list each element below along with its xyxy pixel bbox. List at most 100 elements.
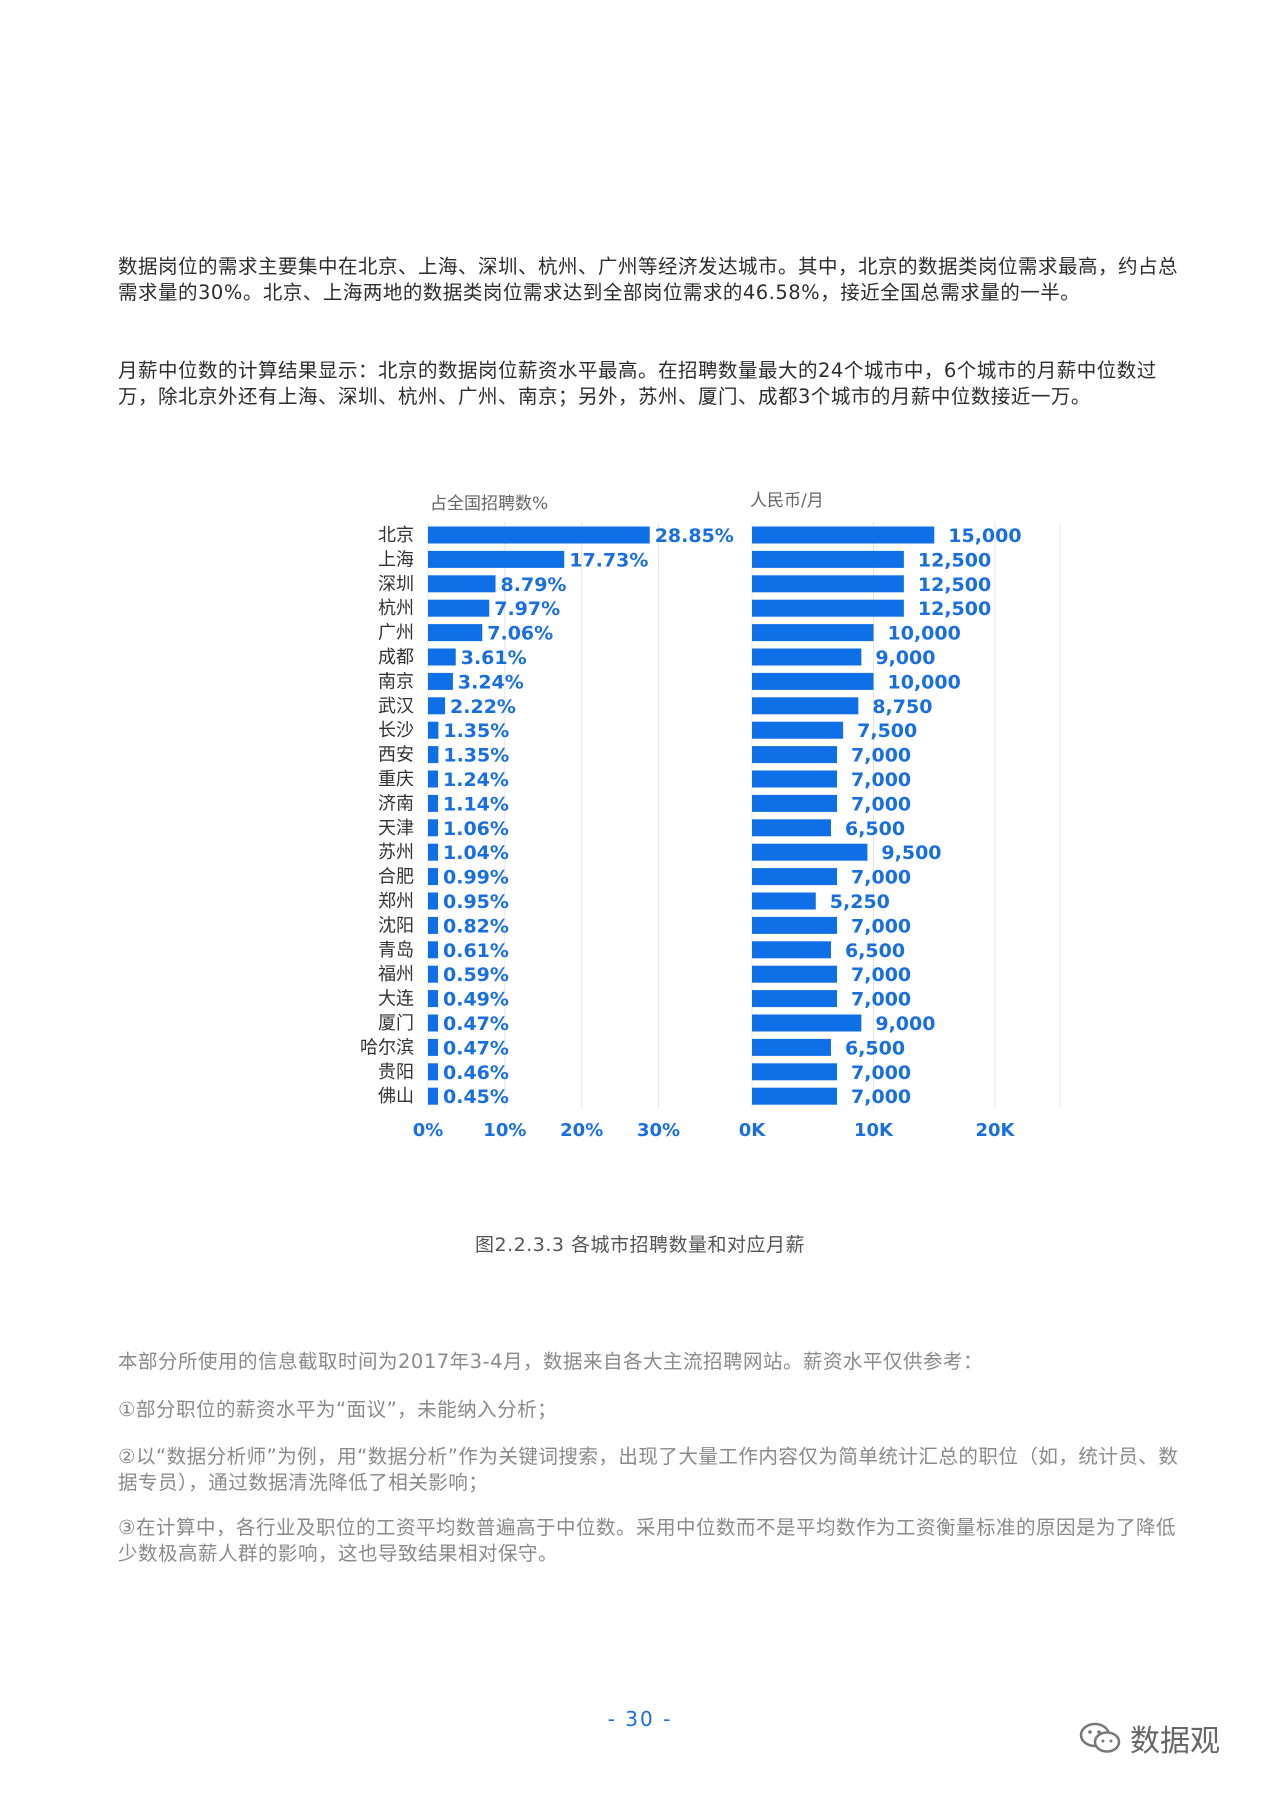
salary-bar [752,526,935,544]
right-tick-label: 20K [976,1120,1016,1141]
city-label: 苏州 [378,842,414,863]
salary-bar [752,941,831,959]
salary-value-label: 10,000 [888,671,961,693]
city-label: 深圳 [378,574,414,595]
left-tick-label: 20% [560,1120,603,1141]
salary-bar [752,770,838,788]
salary-bar [752,648,862,666]
salary-value-label: 7,000 [851,1086,911,1108]
recruitment-bar [428,1014,438,1032]
recruitment-bar [428,965,438,983]
note-3: ③在计算中，各行业及职位的工资平均数普遍高于中位数。采用中位数而不是平均数作为工… [118,1516,1176,1565]
salary-value-label: 9,500 [881,842,941,864]
recruitment-bar [428,1087,438,1105]
city-label: 郑州 [378,891,414,912]
recruitment-bar [428,624,483,642]
salary-bar [752,1063,838,1081]
recruitment-bar [428,648,456,666]
salary-bar [752,843,868,861]
recruitment-value-label: 7.06% [487,623,553,645]
recruitment-value-label: 17.73% [569,549,648,571]
city-label: 沈阳 [378,915,414,936]
recruitment-value-label: 1.35% [443,745,509,767]
left-gridlines [427,522,660,1108]
recruitment-value-label: 0.47% [443,1037,509,1059]
recruitment-bar [428,892,438,910]
right-tick-labels: 0K 10K 20K [739,1120,1016,1141]
recruitment-bar [428,1038,438,1056]
recruitment-bar [428,916,438,934]
city-recruitment-salary-chart: 占全国招聘数% 人民币/月 北京上海深圳杭州广州成都南京武汉长沙西安重庆济南天津… [360,491,1061,1141]
salary-bar [752,575,904,593]
recruitment-value-label: 0.61% [443,940,509,962]
paragraph-demand: 数据岗位的需求主要集中在北京、上海、深圳、杭州、广州等经济发达城市。其中，北京的… [118,255,1179,304]
salary-value-label: 12,500 [918,598,991,620]
salary-bar [752,794,838,812]
recruitment-value-label: 0.45% [443,1086,509,1108]
recruitment-bar [428,990,438,1008]
left-tick-labels: 0% 10% 20% 30% [413,1120,680,1141]
salary-bar [752,819,831,837]
recruitment-bar [428,526,650,544]
salary-value-label: 7,000 [851,915,911,937]
right-tick-label: 0K [739,1120,767,1141]
city-label: 贵阳 [378,1062,414,1083]
city-label: 北京 [378,525,414,546]
recruitment-value-label: 1.04% [443,842,509,864]
salary-value-label: 6,500 [845,1037,905,1059]
city-label: 合肥 [378,867,414,888]
salary-bar [752,965,838,983]
salary-value-label: 7,000 [851,769,911,791]
recruitment-bar [428,941,438,959]
recruitment-share-bars: 28.85% 17.73%8.79%7.97% 7.06%3.61%3.24% 2.2… [428,525,734,1108]
city-label: 青岛 [378,940,414,961]
salary-bar [752,624,874,642]
salary-value-label: 9,000 [875,647,935,669]
note-1: ①部分职位的薪资水平为“面议”，未能纳入分析； [118,1398,558,1421]
salary-value-label: 9,000 [875,1013,935,1035]
salary-value-label: 7,000 [851,989,911,1011]
recruitment-value-label: 7.97% [494,598,560,620]
recruitment-value-label: 28.85% [655,525,734,547]
recruitment-bar [428,868,438,886]
recruitment-value-label: 2.22% [450,696,516,718]
recruitment-value-label: 0.59% [443,964,509,986]
figure-caption: 图2.2.3.3 各城市招聘数量和对应月薪 [474,1234,805,1256]
right-axis-title: 人民币/月 [750,491,824,511]
recruitment-value-label: 1.06% [443,818,509,840]
salary-bar [752,1038,831,1056]
salary-bar [752,990,838,1008]
left-tick-label: 0% [413,1120,444,1141]
salary-bar [752,697,859,715]
city-label: 杭州 [378,598,414,619]
salary-bar [752,1087,838,1105]
city-label: 济南 [378,793,414,814]
recruitment-bar [428,843,438,861]
city-label: 福州 [378,964,414,985]
salary-bar [752,550,904,568]
paragraph-salary: 月薪中位数的计算结果显示：北京的数据岗位薪资水平最高。在招聘数量最大的24个城市… [118,359,1157,408]
recruitment-value-label: 0.49% [443,989,509,1011]
recruitment-bar [428,599,490,617]
salary-value-label: 12,500 [918,574,991,596]
salary-value-label: 7,000 [851,1062,911,1084]
recruitment-value-label: 0.95% [443,891,509,913]
city-label: 南京 [378,671,414,692]
salary-bar [752,746,838,764]
recruitment-value-label: 0.46% [443,1062,509,1084]
recruitment-value-label: 3.61% [461,647,527,669]
right-tick-label: 10K [854,1120,894,1141]
watermark-text: 数据观 [1130,1724,1220,1759]
city-labels: 北京上海深圳杭州广州成都南京武汉长沙西安重庆济南天津苏州合肥郑州沈阳青岛福州大连… [360,525,414,1107]
salary-value-label: 7,000 [851,793,911,815]
recruitment-value-label: 8.79% [501,574,567,596]
salary-value-label: 10,000 [888,623,961,645]
city-label: 上海 [378,549,414,570]
salary-value-label: 7,000 [851,867,911,889]
salary-value-label: 12,500 [918,549,991,571]
right-gridlines [751,522,1061,1108]
salary-value-label: 15,000 [948,525,1021,547]
salary-value-label: 5,250 [830,891,890,913]
recruitment-bar [428,770,438,788]
city-label: 武汉 [378,696,414,717]
